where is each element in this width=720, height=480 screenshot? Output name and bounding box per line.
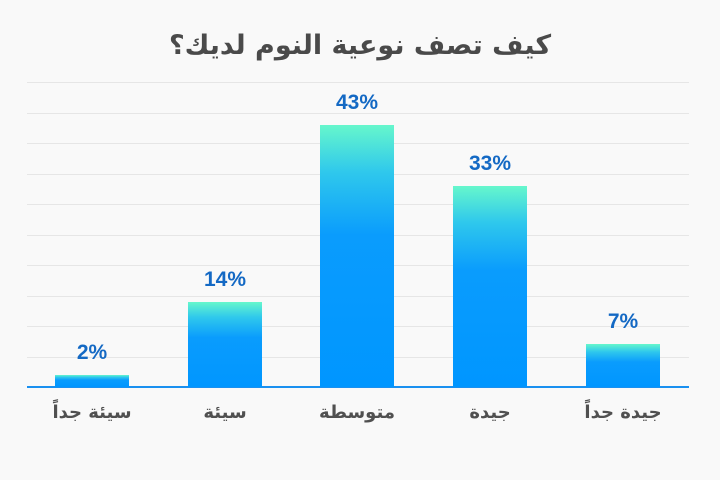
bar-very-good: [586, 344, 660, 387]
value-label-bad: 14%: [203, 267, 247, 291]
category-label-very-good: جيدة جداً: [584, 402, 662, 423]
category-label-very-bad: سيئة جداً: [52, 402, 132, 423]
bar-bad: [188, 301, 262, 387]
category-label-average: متوسطة: [319, 402, 395, 423]
value-label-very-bad: 2%: [76, 340, 108, 364]
x-axis-line: [27, 386, 689, 388]
bar-very-bad: [55, 374, 129, 387]
bar-average: [320, 124, 394, 387]
value-label-good: 33%: [468, 151, 512, 175]
category-label-good: جيدة: [469, 402, 511, 423]
gridline: [27, 82, 689, 83]
value-label-average: 43%: [335, 90, 379, 114]
plot-area: 2% 14% 43% 33% 7%: [27, 82, 689, 388]
gridline: [27, 112, 689, 114]
value-label-very-good: 7%: [607, 310, 639, 334]
category-label-bad: سيئة: [203, 402, 247, 423]
chart-title: كيف تصف نوعية النوم لديك؟: [168, 30, 552, 61]
bar-good: [453, 185, 527, 387]
